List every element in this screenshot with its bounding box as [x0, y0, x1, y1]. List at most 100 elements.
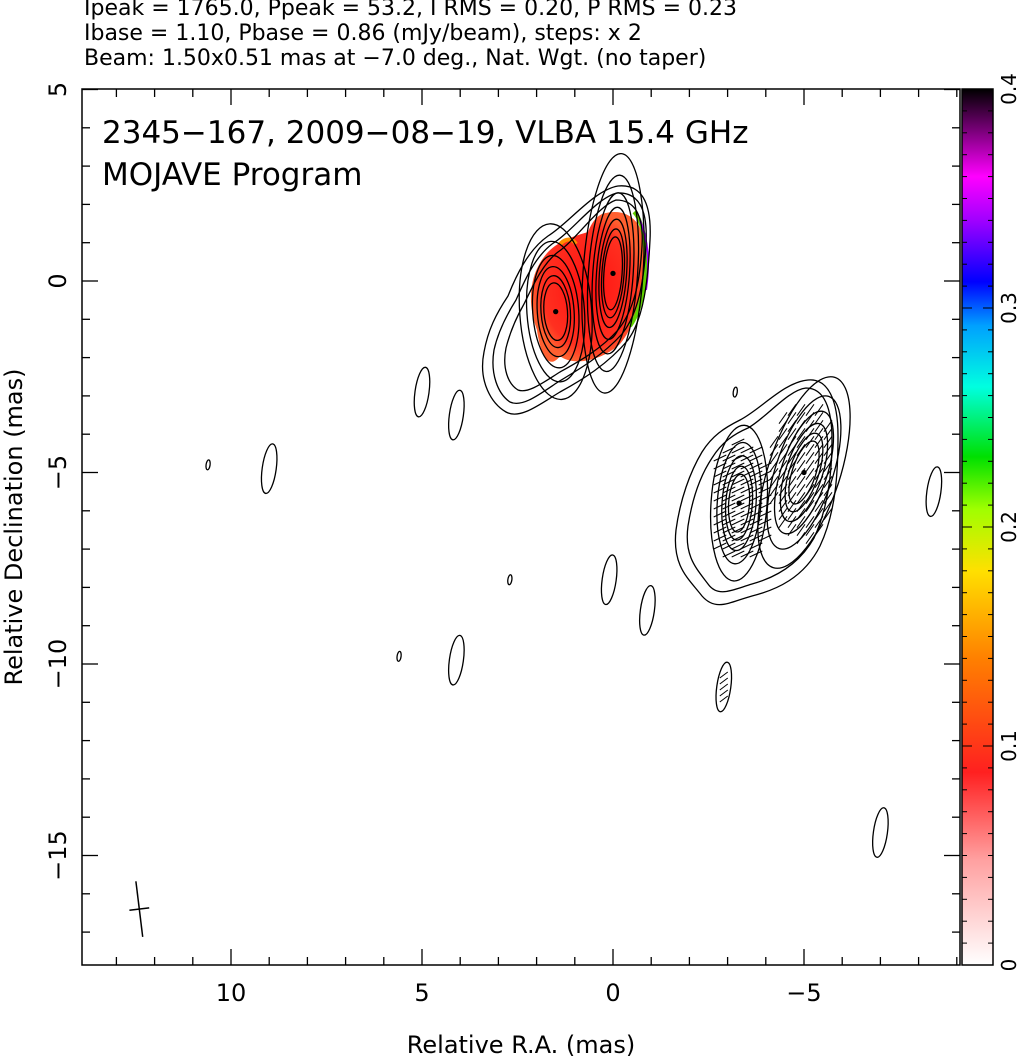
- polarization-vector: [805, 436, 815, 448]
- chart-title: 2345−167, 2009−08−19, VLBA 15.4 GHz: [102, 115, 748, 151]
- colorbar-tick-label: 0.1: [997, 730, 1021, 762]
- polarization-vector: [787, 412, 797, 424]
- polarization-vector: [769, 444, 779, 456]
- contour-isolated: [925, 466, 943, 518]
- polarization-vector: [778, 444, 788, 456]
- polarization-vector: [758, 526, 772, 534]
- polarization-vector: [796, 420, 806, 432]
- polarization-vector: [740, 518, 754, 526]
- polarization-vector: [719, 695, 729, 703]
- polarization-vector: [722, 526, 736, 534]
- polarization-vector: [787, 476, 797, 488]
- contour-jet-component-a: [727, 473, 751, 533]
- contour-envelope-jet: [686, 387, 833, 593]
- polarization-vector: [787, 484, 797, 496]
- colorbar-ticks: 0 0.1 0.2 0.3 0.4: [962, 73, 1021, 971]
- contour-isolated: [447, 634, 465, 686]
- polarization-vector: [823, 428, 833, 440]
- contour-jet-component-b: [757, 376, 851, 569]
- polarization-vector: [778, 508, 788, 520]
- contour-isolated: [715, 661, 733, 713]
- polarization-vector: [758, 462, 772, 470]
- polarization-vector: [823, 484, 833, 496]
- beam-marker: [129, 881, 150, 937]
- polarization-vector: [722, 494, 736, 502]
- polarization-vector: [823, 452, 833, 464]
- x-axis-label: Relative R.A. (mas): [407, 1031, 635, 1059]
- polarization-vector: [731, 542, 745, 550]
- polarization-vector: [805, 444, 815, 456]
- contour-core-south: [531, 254, 580, 369]
- polarization-vector: [740, 470, 754, 478]
- contour-isolated: [205, 459, 211, 471]
- polarization-vector: [796, 444, 806, 456]
- polarization-vector: [778, 436, 788, 448]
- contour-core-south: [543, 282, 569, 342]
- polarization-vector: [796, 460, 806, 472]
- polarization-vector: [731, 534, 745, 542]
- polarization-vector: [787, 428, 797, 440]
- polarization-vector: [823, 500, 833, 512]
- polarization-vector: [805, 500, 815, 512]
- polarization-vector: [814, 460, 824, 472]
- polarization-vector: [713, 526, 727, 534]
- polarization-vector: [796, 516, 806, 528]
- polarization-vector: [749, 542, 763, 550]
- polarization-vector: [778, 452, 788, 464]
- polarization-vector: [713, 494, 727, 502]
- x-tick-label: 5: [414, 979, 429, 1007]
- polarization-vector: [749, 494, 763, 502]
- polarization-vector: [713, 478, 727, 486]
- polarization-vector: [758, 534, 772, 542]
- polarization-vector: [796, 468, 806, 480]
- colorbar-tick-label: 0.3: [997, 292, 1021, 324]
- polarization-vector: [778, 492, 788, 504]
- polarization-vector: [823, 460, 833, 472]
- axis-tick-labels: 10 5 0 −5 5 0 −5 −10 −15: [44, 82, 822, 1007]
- polarization-vector: [814, 404, 824, 416]
- polarization-vector: [731, 462, 745, 470]
- polarization-vector: [778, 412, 788, 424]
- plot-frame: [81, 88, 961, 966]
- polarization-vector: [805, 532, 815, 544]
- polarization-vector: [814, 492, 824, 504]
- polarization-vector: [823, 476, 833, 488]
- polarization-vector: [814, 516, 824, 528]
- contour-core-south: [536, 265, 575, 358]
- polarization-vector: [814, 476, 824, 488]
- polarization-vector: [796, 412, 806, 424]
- contour-envelope-jet: [674, 379, 839, 606]
- polarization-vector: [805, 468, 815, 480]
- y-axis-label: Relative Declination (mas): [0, 368, 28, 685]
- polarization-vector: [814, 412, 824, 424]
- polarization-vector: [778, 420, 788, 432]
- polarization-vector: [740, 446, 754, 454]
- axis-ticks: [82, 88, 960, 965]
- polarization-vector: [805, 492, 815, 504]
- polarization-vector: [796, 436, 806, 448]
- contour-isolated: [260, 443, 278, 495]
- y-tick-label: 0: [44, 273, 72, 288]
- polarization-vector: [758, 478, 772, 486]
- polarization-vector: [796, 508, 806, 520]
- polarization-vector: [713, 534, 727, 542]
- polarization-vector: [713, 502, 727, 510]
- polarization-vector: [814, 484, 824, 496]
- contour-envelope-core: [482, 185, 651, 415]
- polarization-vector: [787, 468, 797, 480]
- contour-core-north: [598, 218, 628, 329]
- contour-core-north: [602, 236, 624, 311]
- x-tick-label: −5: [786, 979, 821, 1007]
- polarization-vector: [805, 508, 815, 520]
- polarization-vector: [713, 462, 727, 470]
- polarization-vector: [796, 532, 806, 544]
- polarization-vector: [778, 484, 788, 496]
- colorbar: 0 0.1 0.2 0.3 0.4: [961, 73, 1021, 971]
- polarization-vector: [787, 524, 797, 536]
- plot-header: Ipeak = 1765.0, Ppeak = 53.2, I RMS = 0.…: [84, 0, 1014, 71]
- contour-jet-component-b: [773, 410, 835, 535]
- polarization-vector: [740, 454, 754, 462]
- contour-isolated: [413, 366, 431, 418]
- polarization-vector: [749, 534, 763, 542]
